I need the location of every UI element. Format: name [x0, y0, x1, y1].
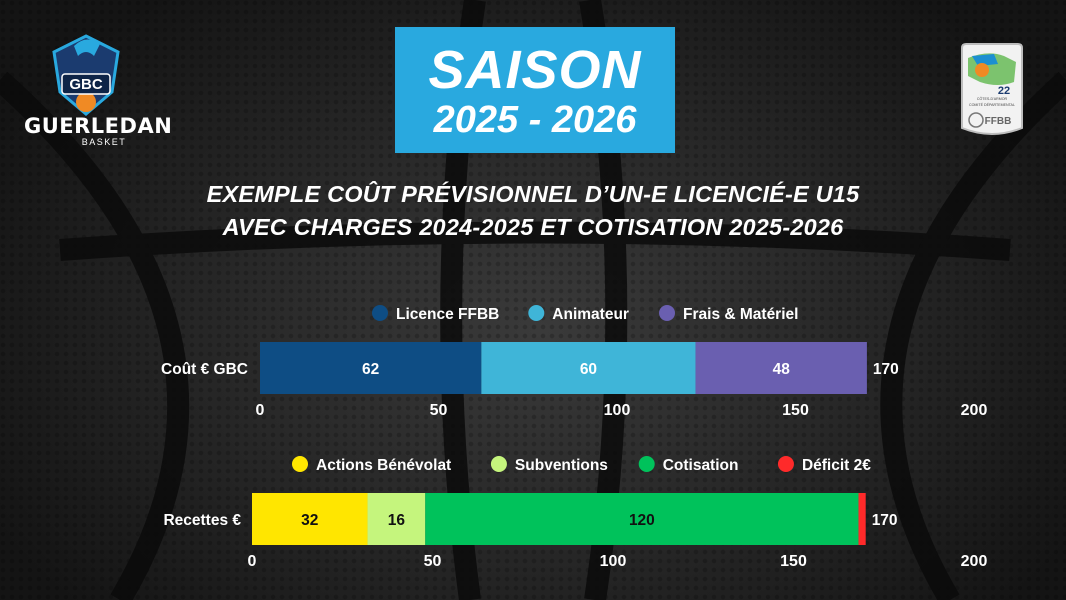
bar-segment [367, 493, 426, 545]
data-label: 32 [301, 512, 318, 529]
legend-label: Subventions [515, 457, 608, 474]
season-title: SAISON [428, 40, 642, 100]
subtitle-line-1: EXEMPLE COÛT PRÉVISIONNEL D’UN-E LICENCI… [206, 181, 860, 207]
legend-label: Frais & Matériel [683, 306, 798, 323]
x-tick-label: 100 [600, 553, 627, 570]
legend-label: Animateur [552, 306, 629, 323]
x-tick-label: 200 [961, 402, 988, 419]
total-label: 170 [872, 512, 898, 529]
bar-segment [695, 342, 867, 394]
bar-segment [260, 342, 482, 394]
legend-swatch [372, 305, 388, 321]
x-tick-label: 50 [424, 553, 442, 570]
ffbb-brand: FFBB [985, 116, 1012, 127]
club-subname: BASKET [81, 137, 127, 147]
x-tick-label: 150 [782, 402, 809, 419]
bar-segment [858, 493, 866, 545]
x-tick-label: 0 [248, 553, 257, 570]
category-label: Coût € GBC [161, 361, 248, 378]
x-tick-label: 150 [780, 553, 807, 570]
legend-swatch [490, 456, 507, 472]
total-label: 170 [873, 361, 899, 378]
x-tick-label: 200 [961, 553, 988, 570]
bar-segment [481, 342, 696, 394]
club-name: GUERLEDAN [24, 114, 173, 138]
bar-segment [425, 493, 859, 545]
legend-swatch [638, 456, 655, 472]
data-label: 16 [388, 512, 406, 529]
legend-label: Licence FFBB [396, 306, 499, 323]
ffbb-region: CÔTES-D'ARMOR [977, 96, 1008, 101]
legend-swatch [292, 456, 308, 472]
x-tick-label: 100 [604, 402, 631, 419]
season-title-box: SAISON 2025 - 2026 [395, 27, 675, 153]
ffbb-number: 22 [998, 85, 1010, 97]
ffbb-committee-logo: 22 CÔTES-D'ARMOR COMITÉ DÉPARTEMENTAL FF… [961, 43, 1023, 135]
data-label: 62 [362, 361, 379, 378]
season-years: 2025 - 2026 [433, 99, 637, 141]
category-label: Recettes € [163, 512, 241, 529]
legend-swatch [777, 456, 794, 472]
data-label: 60 [580, 361, 597, 378]
data-label: 120 [629, 512, 655, 529]
legend-swatch [528, 305, 545, 321]
x-tick-label: 0 [256, 402, 265, 419]
legend-label: Cotisation [663, 457, 739, 474]
club-badge-text: GBC [69, 76, 103, 93]
data-label: 48 [773, 361, 791, 378]
legend-label: Actions Bénévolat [316, 457, 451, 474]
ffbb-committee: COMITÉ DÉPARTEMENTAL [969, 102, 1015, 107]
legend-label: Déficit 2€ [802, 457, 871, 474]
club-logo: GBC [52, 34, 120, 116]
bar-segment [252, 493, 368, 545]
chart-subtitle: EXEMPLE COÛT PRÉVISIONNEL D’UN-E LICENCI… [100, 178, 966, 244]
subtitle-line-2: AVEC CHARGES 2024-2025 ET COTISATION 202… [222, 214, 844, 240]
legend-swatch [659, 305, 676, 321]
x-tick-label: 50 [430, 402, 448, 419]
